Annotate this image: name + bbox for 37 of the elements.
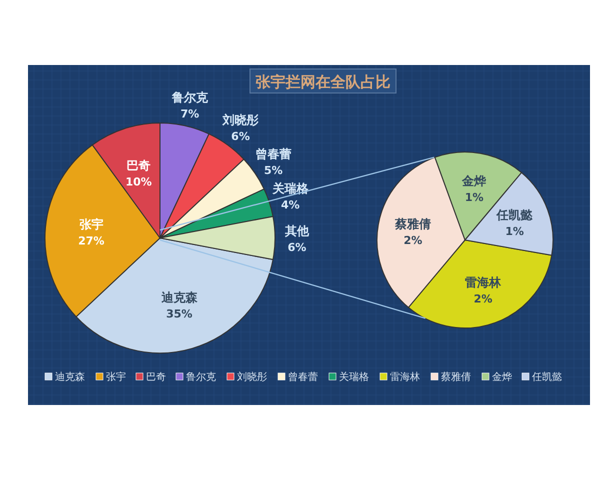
data-label: 1% <box>464 191 484 204</box>
slice-label: 金烨 <box>461 174 488 188</box>
data-label: 4% <box>280 198 300 212</box>
legend-label: 关瑞格 <box>339 371 369 383</box>
slice-label: 关瑞格 <box>271 182 310 196</box>
data-label: 35% <box>166 307 192 320</box>
slice-label: 曾春蕾 <box>255 146 292 161</box>
slice-label: 雷海林 <box>465 276 502 290</box>
slice-label: 巴奇 <box>126 158 151 172</box>
data-label: 5% <box>264 164 283 177</box>
slice-label: 迪克森 <box>160 290 198 304</box>
legend-label: 雷海林 <box>390 371 420 383</box>
legend-label: 鲁尔克 <box>186 371 216 383</box>
legend-label: 金烨 <box>492 371 512 383</box>
legend-label: 迪克森 <box>55 371 85 383</box>
slice-label: 任凯懿 <box>496 208 534 222</box>
legend-label: 蔡雅倩 <box>441 371 471 383</box>
data-label: 6% <box>288 241 306 254</box>
legend-label: 刘晓彤 <box>237 371 267 383</box>
legend-label: 任凯懿 <box>531 371 562 383</box>
slice-label: 鲁尔克 <box>170 90 209 104</box>
data-label: 2% <box>404 234 422 247</box>
slice-label: 蔡雅倩 <box>394 216 431 231</box>
data-label: 1% <box>505 224 524 238</box>
legend-label: 巴奇 <box>146 372 166 383</box>
legend-label: 张宇 <box>106 371 126 383</box>
data-label: 6% <box>231 130 250 144</box>
legend-label: 曾春蕾 <box>288 371 318 383</box>
slice-label: 张宇 <box>79 218 104 232</box>
slice-label: 其他 <box>284 224 310 238</box>
data-label: 10% <box>126 175 152 188</box>
chart-title: 张宇拦网在全队占比 <box>256 73 390 91</box>
slice-label: 刘晓彤 <box>222 113 260 128</box>
data-label: 2% <box>474 292 492 306</box>
title: 张宇拦网在全队占比 <box>250 68 396 94</box>
data-label: 7% <box>180 107 200 120</box>
data-label: 27% <box>78 234 104 248</box>
